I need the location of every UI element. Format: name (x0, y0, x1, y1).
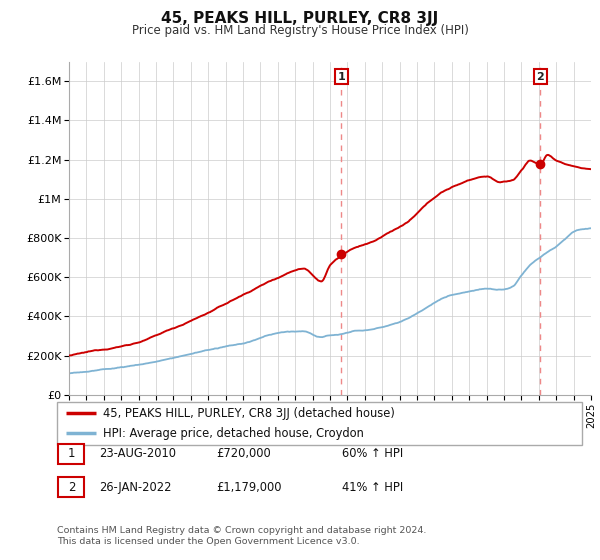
Text: 45, PEAKS HILL, PURLEY, CR8 3JJ: 45, PEAKS HILL, PURLEY, CR8 3JJ (161, 11, 439, 26)
Text: 45, PEAKS HILL, PURLEY, CR8 3JJ (detached house): 45, PEAKS HILL, PURLEY, CR8 3JJ (detache… (103, 407, 395, 420)
Text: £1,179,000: £1,179,000 (216, 480, 281, 494)
FancyBboxPatch shape (58, 444, 85, 464)
Text: 2: 2 (536, 72, 544, 82)
Text: 60% ↑ HPI: 60% ↑ HPI (342, 447, 403, 460)
Text: Price paid vs. HM Land Registry's House Price Index (HPI): Price paid vs. HM Land Registry's House … (131, 24, 469, 36)
FancyBboxPatch shape (58, 477, 85, 497)
Text: 26-JAN-2022: 26-JAN-2022 (99, 480, 172, 494)
Text: 1: 1 (68, 447, 75, 460)
Text: £720,000: £720,000 (216, 447, 271, 460)
Text: 41% ↑ HPI: 41% ↑ HPI (342, 480, 403, 494)
Text: 1: 1 (337, 72, 345, 82)
Text: Contains HM Land Registry data © Crown copyright and database right 2024.
This d: Contains HM Land Registry data © Crown c… (57, 526, 427, 546)
Text: 23-AUG-2010: 23-AUG-2010 (99, 447, 176, 460)
FancyBboxPatch shape (57, 402, 582, 445)
Text: 2: 2 (68, 480, 75, 494)
Text: HPI: Average price, detached house, Croydon: HPI: Average price, detached house, Croy… (103, 427, 364, 440)
